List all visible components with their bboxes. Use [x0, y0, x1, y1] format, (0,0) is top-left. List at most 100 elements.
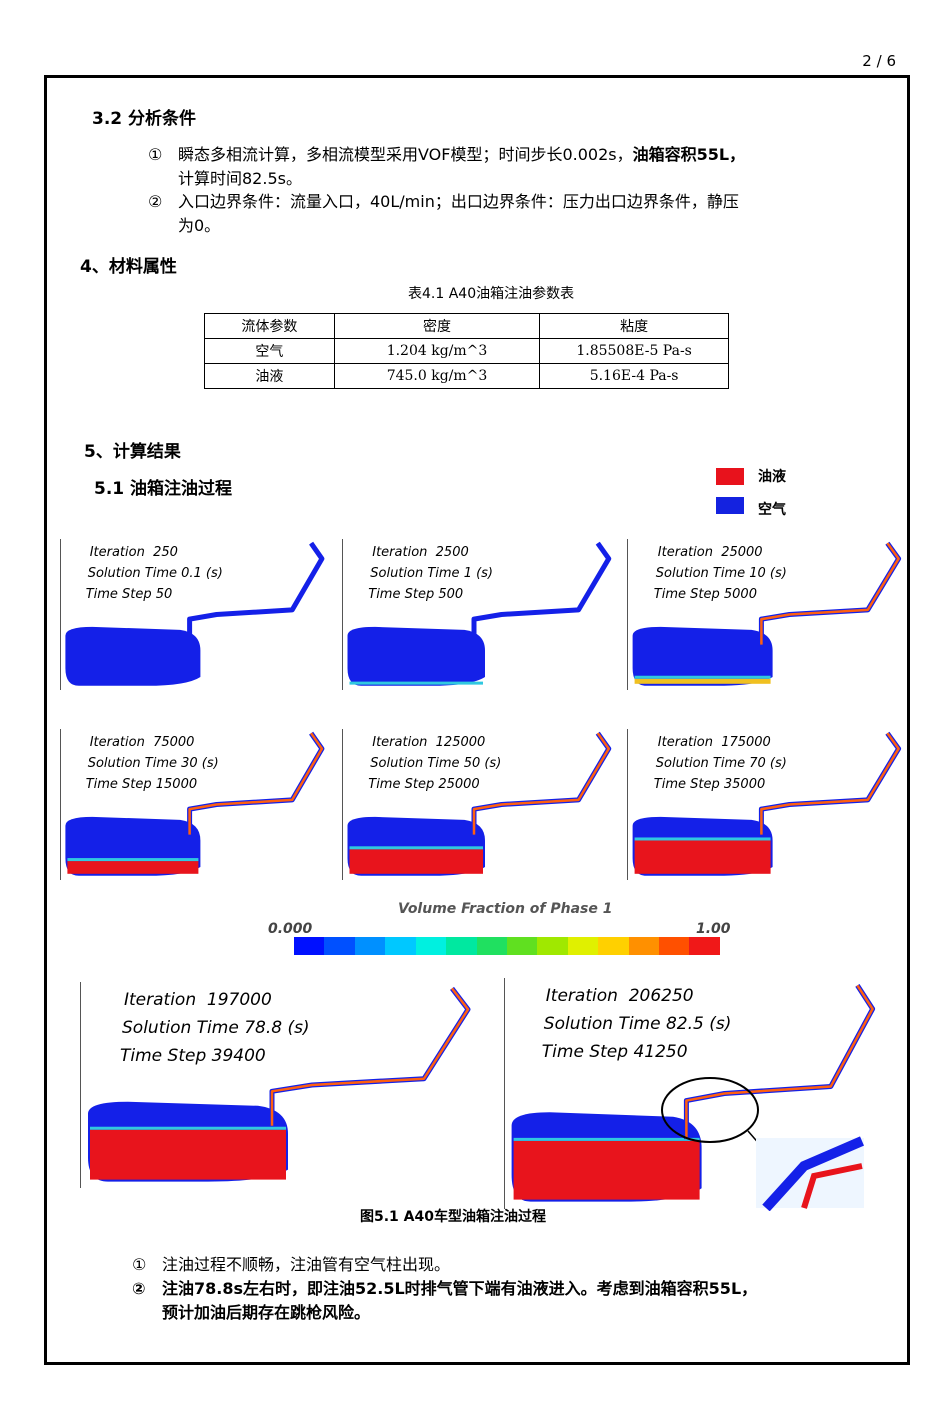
filler-pipe: [685, 984, 874, 1140]
filler-pipe: [270, 987, 470, 1126]
table-header: 密度: [333, 313, 541, 339]
table-cell: 油液: [204, 363, 335, 389]
tank-render: [80, 982, 471, 1188]
interface-band: [634, 837, 771, 841]
tank-render: [342, 729, 612, 880]
condition-item-1: ① 瞬态多相流计算，多相流模型采用VOF模型；时间步长0.002s，油箱容积55L…: [148, 143, 873, 191]
legend-swatch-air: [716, 497, 744, 514]
time-step-label: Time Step 500: [368, 587, 464, 602]
simulation-panel: Iteration 175000 Solution Time 70 (s) Time…: [627, 727, 907, 882]
section-5-1-title: 5.1 油箱注油过程: [94, 479, 233, 499]
oil-level: [349, 849, 483, 874]
colorbar-segment: [598, 937, 629, 955]
item-text: 入口边界条件：流量入口，40L/min；出口边界条件：压力出口边界条件，静压: [178, 192, 739, 211]
tank-body: [632, 626, 773, 686]
zoom-callout: [661, 1077, 864, 1211]
colorbar-segment: [537, 937, 568, 955]
iteration-label: Iteration 125000: [372, 735, 486, 750]
tank-body: [65, 626, 201, 686]
colorbar-segment: [628, 937, 660, 955]
oil-level: [634, 678, 771, 684]
zoom-oil-pipe: [801, 1163, 863, 1209]
colorbar-segment: [415, 937, 447, 955]
highlight-circle: [661, 1077, 759, 1143]
table-cell: 1.85508E-5 Pa-s: [539, 338, 729, 364]
item-text-line2: 为0。: [178, 216, 221, 235]
interface-band: [634, 675, 771, 679]
colorbar-segment: [294, 937, 325, 955]
material-table: 流体参数 密度 粘度 空气 1.204 kg/m^3 1.85508E-5 Pa…: [204, 313, 729, 389]
item-number: ①: [132, 1255, 147, 1274]
tank-render: [504, 978, 876, 1209]
iteration-label: Iteration 206250: [545, 986, 694, 1006]
solution-time-label: Solution Time 0.1 (s): [87, 566, 223, 581]
interface-band: [90, 1126, 286, 1130]
oil-level: [513, 1140, 700, 1200]
legend-swatch-oil: [716, 468, 744, 485]
colorbar-max: 1.00: [696, 921, 731, 937]
simulation-panel: Iteration 250 Solution Time 0.1 (s) Time S…: [60, 537, 330, 692]
iteration-label: Iteration 197000: [124, 990, 272, 1010]
iteration-label: Iteration 2500: [372, 545, 469, 560]
filler-pipe: [760, 542, 900, 645]
tank-render: [60, 539, 325, 690]
time-step-label: Time Step 25000: [368, 777, 480, 792]
solution-time-label: Solution Time 30 (s): [87, 756, 219, 771]
solution-time-label: Solution Time 70 (s): [655, 756, 787, 771]
time-step-label: Time Step 5000: [653, 587, 757, 602]
page-frame: [44, 75, 910, 1365]
time-step-label: Time Step 15000: [85, 777, 198, 792]
oil-level: [67, 861, 199, 874]
time-step-label: Time Step 41250: [541, 1042, 688, 1062]
table-cell: 空气: [204, 338, 335, 364]
iteration-label: Iteration 250: [89, 545, 178, 560]
item-text: 瞬态多相流计算，多相流模型采用VOF模型；时间步长0.002s，: [178, 145, 633, 164]
legend-label-oil: 油液: [758, 469, 786, 485]
interface-band: [67, 858, 199, 862]
section-4-title: 4、材料属性: [80, 257, 177, 277]
zoom-pipe: [762, 1136, 864, 1211]
colorbar-segment: [354, 937, 386, 955]
time-step-label: Time Step 50: [85, 587, 173, 602]
oil-level: [634, 840, 771, 874]
simulation-panel: Iteration 75000 Solution Time 30 (s) Time …: [60, 727, 330, 882]
simulation-panel: Iteration 25000 Solution Time 10 (s) Time …: [627, 537, 907, 692]
item-number: ②: [132, 1279, 146, 1298]
tank-render: [627, 729, 902, 880]
item-text: 注油78.8s左右时，即注油52.5L时排气管下端有油液进入。考虑到油箱容积55…: [162, 1279, 758, 1298]
table-cell: 1.204 kg/m^3: [333, 338, 541, 364]
table-caption: 表4.1 A40油箱注油参数表: [408, 286, 575, 302]
time-step-label: Time Step 35000: [653, 777, 766, 792]
tank-render: [627, 539, 902, 690]
iteration-label: Iteration 175000: [657, 735, 771, 750]
solution-time-label: Solution Time 1 (s): [370, 566, 494, 581]
iteration-label: Iteration 25000: [657, 545, 763, 560]
filler-pipe: [188, 732, 324, 835]
interface-band: [513, 1137, 700, 1141]
table-header-row: 流体参数 密度 粘度: [204, 313, 729, 339]
item-number: ②: [148, 192, 163, 211]
table-row: 空气 1.204 kg/m^3 1.85508E-5 Pa-s: [204, 338, 729, 364]
oil-level: [90, 1129, 286, 1180]
filler-pipe: [472, 542, 610, 645]
simulation-panel: Iteration 2500 Solution Time 1 (s) Time St…: [342, 537, 617, 692]
colorbar-min: 0.000: [268, 921, 313, 937]
colorbar-title: Volume Fraction of Phase 1: [398, 901, 613, 917]
colorbar: [294, 937, 720, 955]
conclusion-item-1: ① 注油过程不顺畅，注油管有空气柱出现。: [132, 1253, 882, 1277]
colorbar-segment: [324, 937, 355, 955]
item-text: 注油过程不顺畅，注油管有空气柱出现。: [162, 1255, 451, 1274]
interface-band: [349, 846, 483, 850]
filler-pipe: [472, 732, 610, 835]
simulation-panel: Iteration 125000 Solution Time 50 (s) Time…: [342, 727, 617, 882]
colorbar-segment: [659, 937, 690, 955]
tank-body: [347, 626, 485, 686]
legend-label-air: 空气: [758, 502, 786, 518]
item-text-line2: 计算时间82.5s。: [178, 169, 302, 188]
simulation-panel: Iteration 206250 Solution Time 82.5 (s) Ti…: [504, 976, 884, 1211]
simulation-panel: Iteration 197000 Solution Time 78.8 (s) Ti…: [80, 980, 480, 1190]
section-3-2-title: 3.2 分析条件: [92, 109, 197, 129]
condition-item-2: ② 入口边界条件：流量入口，40L/min；出口边界条件：压力出口边界条件，静压 …: [148, 190, 873, 238]
page-number: 2 / 6: [862, 52, 896, 70]
table-cell: 745.0 kg/m^3: [333, 363, 541, 389]
